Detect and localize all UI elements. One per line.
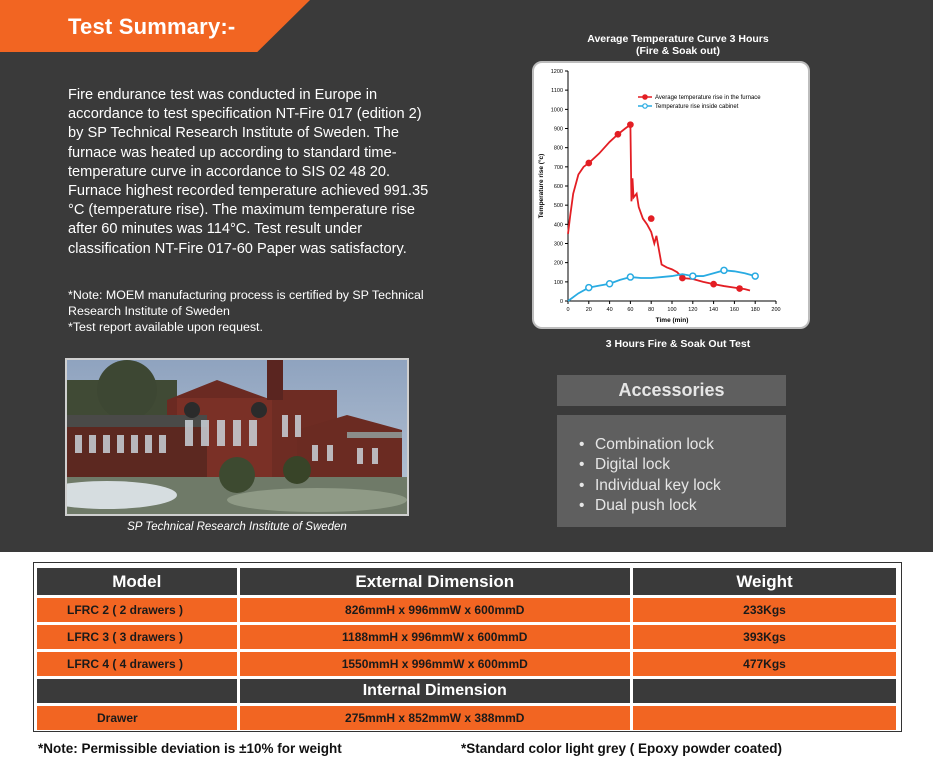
accessory-item: Combination lock: [579, 435, 786, 456]
series-point-2: [720, 266, 728, 275]
x-tick-label: 20: [586, 307, 592, 313]
x-tick-label: 40: [607, 307, 613, 313]
series-point-1: [585, 159, 593, 167]
series-line-1: [567, 122, 751, 292]
legend-label-1: Average temperature rise in the furnace: [655, 95, 761, 101]
series-point-2: [626, 273, 635, 281]
x-tick-label: 100: [667, 307, 676, 313]
internal-header-blank-right: [633, 679, 896, 703]
institute-photo: [65, 358, 409, 516]
table-row: LFRC 3 ( 3 drawers ) 1188mmH x 996mmW x …: [37, 625, 896, 649]
table-row: LFRC 4 ( 4 drawers ) 1550mmH x 996mmW x …: [37, 652, 896, 676]
y-tick-label: 1100: [551, 88, 563, 94]
cell-weight: 233Kgs: [633, 598, 896, 622]
x-tick-label: 0: [566, 307, 569, 313]
internal-header-row: Internal Dimension: [37, 679, 896, 703]
page-title: Test Summary:-: [68, 14, 236, 39]
cell-model: LFRC 3 ( 3 drawers ): [37, 625, 237, 649]
internal-dimension-header: Internal Dimension: [239, 679, 630, 703]
top-section: Test Summary:- Fire endurance test was c…: [0, 0, 933, 552]
series-point-1: [627, 121, 634, 129]
accessory-item: Digital lock: [579, 455, 786, 476]
series-point-1: [614, 130, 622, 138]
header-model: Model: [37, 568, 237, 595]
cell-model: LFRC 2 ( 2 drawers ): [37, 598, 237, 622]
cell-dimension: 826mmH x 996mmW x 600mmD: [239, 598, 630, 622]
legend-marker-2: [642, 103, 648, 109]
standard-color-note: *Standard color light grey ( Epoxy powde…: [461, 741, 783, 756]
series-point-2: [689, 272, 697, 280]
header-external-dimension: External Dimension: [239, 568, 630, 595]
x-tick-label: 120: [688, 307, 697, 313]
series-point-1: [647, 215, 655, 222]
accessory-item: Dual push lock: [579, 496, 786, 517]
table-header-row: Model External Dimension Weight: [37, 568, 896, 595]
building-photo-illustration: [67, 360, 407, 514]
spec-table-frame: Model External Dimension Weight LFRC 2 (…: [33, 562, 902, 732]
note-report: *Test report available upon request.: [68, 320, 263, 334]
series-point-1: [736, 285, 743, 292]
temperature-chart: 0 100 200 300 400 500 600 700 800 900 1000 1100 1200…: [532, 61, 810, 329]
table-row: LFRC 2 ( 2 drawers ) 826mmH x 996mmW x 6…: [37, 598, 896, 622]
y-tick-label: 1200: [551, 69, 563, 75]
x-axis-label: Time (min): [656, 317, 689, 324]
cell-weight: 393Kgs: [633, 625, 896, 649]
y-tick-label: 600: [554, 184, 563, 190]
x-tick-label: 80: [648, 307, 654, 313]
y-tick-label: 900: [554, 127, 563, 133]
chart-title: Average Temperature Curve 3 Hours: [587, 33, 769, 45]
test-summary-text: Fire endurance test was conducted in Eur…: [68, 87, 429, 257]
series-point-2: [585, 283, 593, 292]
y-tick-label: 400: [554, 222, 563, 228]
chart-title-block: Average Temperature Curve 3 Hours (Fire …: [530, 33, 826, 57]
x-tick-label: 180: [751, 307, 760, 313]
legend-marker-1: [642, 94, 648, 100]
y-axis-label: Temperature rise (°c): [537, 154, 545, 219]
x-tick-label: 140: [709, 307, 718, 313]
series-point-1: [710, 280, 717, 288]
cell-internal-blank: [633, 706, 896, 730]
internal-header-blank-left: [37, 679, 237, 703]
x-tick-label: 160: [730, 307, 739, 313]
x-tick-label: 200: [771, 307, 780, 313]
y-tick-label: 800: [554, 146, 563, 152]
title-banner: [0, 0, 310, 52]
certification-note: *Note: MOEM manufacturing process is cer…: [68, 287, 438, 335]
chart-svg: 0100200300400500600700800900100011001200…: [537, 69, 781, 324]
cell-internal-dimension: 275mmH x 852mmW x 388mmD: [239, 706, 630, 730]
y-tick-label: 700: [554, 165, 563, 171]
cell-dimension: 1550mmH x 996mmW x 600mmD: [239, 652, 630, 676]
y-tick-label: 0: [560, 299, 563, 305]
series-point-2: [605, 280, 614, 288]
accessories-title: Accessories: [557, 375, 786, 406]
y-tick-label: 1000: [551, 107, 563, 113]
cell-weight: 477Kgs: [633, 652, 896, 676]
x-tick-label: 60: [627, 307, 633, 313]
chart-caption: 3 Hours Fire & Soak Out Test: [605, 338, 751, 350]
cell-model: LFRC 4 ( 4 drawers ): [37, 652, 237, 676]
note-certified: *Note: MOEM manufacturing process is cer…: [68, 288, 424, 318]
cell-dimension: 1188mmH x 996mmW x 600mmD: [239, 625, 630, 649]
table-row: Drawer 275mmH x 852mmW x 388mmD: [37, 706, 896, 730]
accessories-list: Combination lock Digital lock Individual…: [557, 415, 786, 527]
accessory-item: Individual key lock: [579, 476, 786, 497]
y-tick-label: 300: [554, 242, 563, 248]
chart-subtitle: (Fire & Soak out): [635, 45, 720, 57]
weight-deviation-note: *Note: Permissible deviation is ±10% for…: [38, 741, 342, 756]
y-tick-label: 500: [554, 203, 563, 209]
photo-caption: SP Technical Research Institute of Swede…: [127, 521, 347, 533]
header-weight: Weight: [633, 568, 896, 595]
cell-drawer-label: Drawer: [37, 706, 237, 730]
series-point-2: [751, 272, 759, 280]
spec-table: Model External Dimension Weight LFRC 2 (…: [34, 565, 899, 733]
legend-label-2: Temperature rise inside cabinet: [655, 104, 739, 110]
y-tick-label: 200: [554, 261, 563, 267]
series-point-1: [679, 274, 686, 282]
y-tick-label: 100: [554, 280, 563, 286]
